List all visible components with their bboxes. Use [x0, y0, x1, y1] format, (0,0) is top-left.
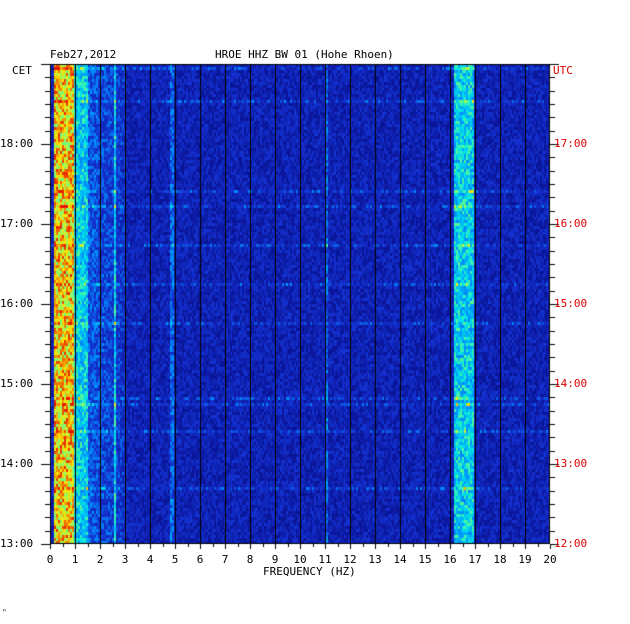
- cet-tick-label: 15:00: [0, 377, 34, 390]
- frequency-tick-label: 20: [543, 553, 557, 566]
- frequency-tick-label: 19: [518, 553, 532, 566]
- frequency-tick-label: 0: [46, 553, 54, 566]
- cet-axis-label: CET: [12, 64, 32, 77]
- frequency-tick-label: 6: [196, 553, 204, 566]
- frequency-tick-label: 5: [171, 553, 179, 566]
- cet-tick-label: 13:00: [0, 537, 34, 550]
- utc-tick-label: 17:00: [554, 137, 588, 150]
- frequency-tick-label: 2: [96, 553, 104, 566]
- frequency-tick-label: 17: [468, 553, 482, 566]
- frequency-tick-label: 1: [71, 553, 79, 566]
- frequency-tick-label: 8: [246, 553, 254, 566]
- utc-tick-label: 13:00: [554, 457, 588, 470]
- frequency-tick-label: 14: [393, 553, 407, 566]
- cet-tick-label: 17:00: [0, 217, 34, 230]
- frequency-tick-label: 13: [368, 553, 382, 566]
- cet-tick-label: 18:00: [0, 137, 34, 150]
- frequency-tick-label: 12: [343, 553, 357, 566]
- frequency-tick-label: 4: [146, 553, 154, 566]
- utc-tick-label: 12:00: [554, 537, 588, 550]
- cet-tick-label: 16:00: [0, 297, 34, 310]
- date-label: Feb27,2012: [50, 48, 117, 61]
- frequency-tick-label: 7: [221, 553, 229, 566]
- frequency-tick-label: 10: [293, 553, 307, 566]
- frequency-tick-label: 15: [418, 553, 432, 566]
- frequency-tick-label: 16: [443, 553, 457, 566]
- frequency-tick-label: 18: [493, 553, 507, 566]
- frequency-tick-label: 9: [271, 553, 279, 566]
- utc-tick-label: 15:00: [554, 297, 588, 310]
- frequency-tick-label: 11: [318, 553, 332, 566]
- corner-mark: ⁿ: [2, 607, 7, 616]
- x-axis-label: FREQUENCY (HZ): [263, 565, 356, 578]
- utc-axis-label: UTC: [553, 64, 573, 77]
- utc-tick-label: 16:00: [554, 217, 588, 230]
- utc-tick-label: 14:00: [554, 377, 588, 390]
- cet-tick-label: 14:00: [0, 457, 34, 470]
- frequency-tick-label: 3: [121, 553, 129, 566]
- station-title: HROE HHZ BW 01 (Hohe Rhoen): [215, 48, 394, 61]
